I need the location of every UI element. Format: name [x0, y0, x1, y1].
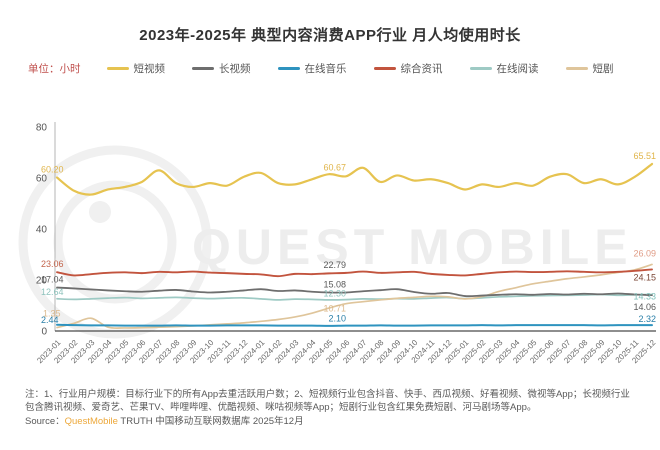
source-brand: QuestMobile: [64, 416, 118, 428]
legend-label-long-video: 长视频: [219, 63, 251, 75]
footnote-text: 注：1、行业用户规模：目标行业下的所有App去重活跃用户数；2、短视频行业包含抖…: [25, 389, 630, 414]
y-tick-label: 40: [36, 225, 48, 236]
legend-swatch-online-music: [277, 67, 300, 70]
report-page: 2023年-2025年 典型内容消费APP行业 月人均使用时长 单位：小时 短视…: [0, 24, 660, 450]
point-label-22.79: 22.79: [323, 260, 346, 270]
legend-label-online-reading: 在线阅读: [496, 63, 539, 75]
point-label-2.32: 2.32: [638, 314, 656, 324]
legend-label-short-video: 短视频: [133, 63, 166, 75]
point-label-14.33: 14.33: [633, 291, 656, 301]
source-prefix: Source：: [25, 416, 65, 428]
source-line: Source：QuestMobile TRUTH 中国移动互联网数据库 2025…: [25, 415, 637, 428]
legend-item-online-music: 在线音乐: [277, 61, 347, 76]
point-label-60.67: 60.67: [323, 162, 346, 172]
point-label-2.44: 2.44: [41, 315, 59, 325]
chart-title: 2023年-2025年 典型内容消费APP行业 月人均使用时长: [139, 27, 521, 44]
point-label-23.06: 23.06: [41, 259, 64, 269]
legend-swatch-long-video: [192, 67, 214, 70]
y-tick-label: 0: [41, 327, 47, 338]
series-line-2: [56, 323, 653, 327]
point-label-24.15: 24.15: [633, 272, 656, 282]
point-label-17.04: 17.04: [41, 275, 64, 285]
source-suffix: TRUTH 中国移动互联网数据库 2025年12月: [117, 416, 304, 428]
watermark-text: QUEST MOBILE: [192, 219, 633, 275]
y-tick-label: 60: [36, 174, 48, 185]
chart-canvas: QUEST MOBILE0204060802023-012023-022023-…: [18, 122, 658, 365]
series-line-3: [56, 268, 653, 278]
series-line-4: [56, 293, 653, 301]
point-label-2.10: 2.10: [328, 314, 346, 324]
legend-label-news-feed: 综合资讯: [400, 63, 443, 75]
point-label-10.71: 10.71: [323, 304, 346, 314]
legend-item-short-video: 短视频: [106, 61, 166, 76]
point-label-12.30: 12.30: [323, 289, 346, 299]
point-label-14.06: 14.06: [633, 302, 656, 312]
unit-label: 单位：小时: [28, 63, 81, 75]
y-tick-label: 80: [36, 123, 48, 134]
legend-swatch-online-reading: [469, 67, 492, 70]
series-line-0: [55, 162, 654, 196]
legend-item-short-drama: 短剧: [565, 61, 614, 76]
footnote-block: 注：1、行业用户规模：目标行业下的所有App去重活跃用户数；2、短视频行业包含抖…: [25, 388, 637, 428]
legend: 单位：小时 短视频 长视频 在线音乐 综合资讯 在线阅读 短剧: [28, 61, 660, 76]
questmobile-watermark: QUEST MOBILE: [18, 145, 633, 339]
legend-label-short-drama: 短剧: [592, 63, 614, 75]
legend-item-news-feed: 综合资讯: [373, 61, 443, 76]
legend-swatch-news-feed: [373, 67, 396, 70]
point-label-12.64: 12.64: [41, 287, 64, 297]
legend-item-online-reading: 在线阅读: [469, 61, 539, 76]
line-chart: QUEST MOBILE 0 20 40 60 80 2023-01 2023-02 2023-…: [0, 112, 660, 400]
point-label-26.09: 26.09: [633, 248, 656, 258]
legend-swatch-short-drama: [565, 67, 588, 70]
legend-item-long-video: 长视频: [192, 61, 251, 76]
point-label-15.08: 15.08: [323, 280, 346, 290]
series-line-1: [56, 286, 653, 298]
point-label-1.35: 1.35: [43, 309, 61, 319]
y-tick-label: 20: [36, 276, 48, 287]
legend-swatch-short-video: [106, 67, 129, 70]
point-label-60.20: 60.20: [41, 164, 64, 174]
legend-label-online-music: 在线音乐: [304, 63, 347, 75]
point-label-65.51: 65.51: [633, 151, 656, 161]
series-line-5: [56, 263, 653, 329]
